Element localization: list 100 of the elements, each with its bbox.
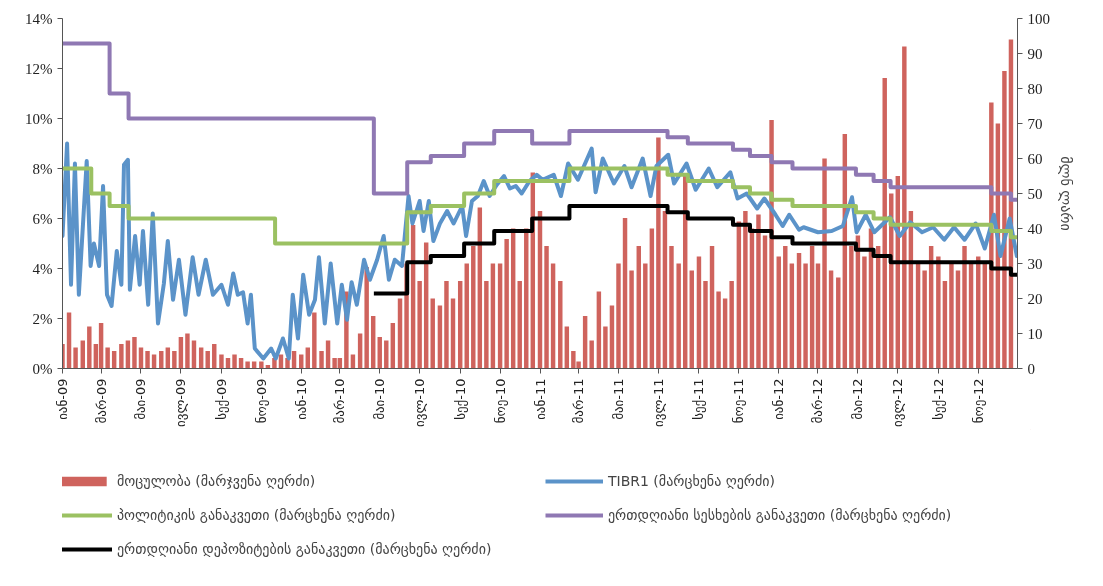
bar — [656, 137, 661, 369]
bar — [703, 281, 708, 369]
x-tick-label: ივლ-12 — [890, 378, 906, 427]
bar — [603, 326, 608, 369]
bar — [319, 351, 324, 369]
bar — [119, 344, 124, 369]
bar — [743, 211, 748, 369]
bar — [716, 291, 721, 369]
y-tick-label: 14% — [25, 10, 53, 27]
bar — [636, 246, 641, 369]
y2-tick-label: 10 — [1027, 325, 1043, 342]
legend-label: ერთდღიანი დეპოზიტების განაკვეთი (მარცხენა ღერძი) — [117, 541, 493, 557]
bar — [232, 354, 237, 369]
x-tick-label: მაი-12 — [850, 378, 866, 420]
x-tick-label: ნოე-10 — [492, 378, 508, 424]
x-tick-label: მარ-12 — [810, 378, 826, 424]
bar — [444, 281, 449, 369]
bar — [862, 256, 867, 369]
bar — [245, 361, 250, 369]
bar — [882, 78, 887, 369]
y2-tick-label: 90 — [1027, 45, 1043, 62]
x-tick-label: მაი-10 — [372, 378, 388, 420]
bar — [417, 281, 422, 369]
y2-tick-label: 20 — [1027, 290, 1043, 307]
x-tick-label: სექ-09 — [213, 378, 229, 420]
x-tick-label: იან-10 — [293, 378, 309, 420]
bar — [205, 351, 210, 369]
bar — [517, 281, 522, 369]
y-tick-label: 12% — [25, 60, 53, 77]
y2-tick-label: 70 — [1027, 115, 1043, 132]
y2-axis-title: მლნ ლარი — [1058, 156, 1074, 231]
x-tick-label: იან-09 — [55, 378, 70, 420]
y2-tick-label: 80 — [1027, 80, 1043, 97]
bar — [616, 263, 621, 369]
x-tick-label: იან-11 — [532, 378, 548, 420]
bar — [312, 312, 317, 369]
bar — [105, 347, 110, 369]
y2-tick-label: 0 — [1027, 360, 1035, 377]
y-tick-label: 6% — [32, 210, 53, 227]
x-tick-label: სექ-10 — [452, 378, 468, 420]
x-tick-label: მაი-09 — [133, 378, 149, 420]
bar — [949, 263, 954, 369]
bar — [676, 263, 681, 369]
y-tick-label: 2% — [32, 310, 53, 327]
x-tick-label: მაი-11 — [610, 378, 626, 420]
x-tick-label: სექ-11 — [691, 378, 707, 420]
y-tick-label: 0% — [32, 360, 53, 377]
x-tick-label: მარ-10 — [332, 378, 348, 424]
bar — [259, 361, 264, 369]
bar — [902, 46, 907, 369]
bar — [803, 263, 808, 369]
y2-tick-label: 40 — [1027, 220, 1043, 237]
x-tick-label: ივლ-09 — [173, 378, 189, 427]
bar — [709, 246, 715, 369]
x-tick-label: მარ-11 — [571, 378, 587, 424]
x-tick-label: ნოე-09 — [253, 378, 269, 424]
bar — [629, 270, 634, 369]
bar — [729, 281, 734, 369]
bar — [783, 246, 788, 369]
x-tick-label: სექ-12 — [930, 378, 946, 420]
x-tick-label: ივლ-11 — [650, 378, 666, 427]
x-tick-label: იან-12 — [771, 378, 787, 420]
y2-tick-label: 100 — [1027, 10, 1050, 27]
bar — [185, 333, 190, 369]
y2-tick-label: 30 — [1027, 255, 1043, 272]
legend-label: პოლიტიკის განაკვეთი (მარცხენა ღერძი) — [117, 507, 397, 523]
y-tick-label: 8% — [32, 160, 53, 177]
bar — [484, 281, 489, 369]
line-series — [62, 141, 1018, 361]
bar — [669, 246, 674, 369]
bar — [622, 218, 628, 369]
bar — [756, 214, 761, 369]
x-tick-label: ივლ-10 — [412, 378, 428, 427]
bar — [936, 256, 941, 369]
x-tick-label: მარ-09 — [93, 378, 109, 424]
bar — [219, 354, 224, 369]
legend-label: მოცულობა (მარჯვენა ღერძი) — [117, 473, 317, 489]
bar — [544, 246, 549, 369]
bar — [132, 337, 137, 369]
x-tick-label: ნოე-11 — [731, 378, 747, 424]
y-tick-label: 4% — [32, 260, 53, 277]
bar — [558, 281, 563, 369]
bar — [822, 158, 827, 369]
x-tick-label: ნოე-12 — [970, 378, 986, 424]
bar — [589, 340, 594, 369]
legend-label: TIBR1 (მარცხენა ღერძი) — [608, 473, 776, 489]
bar — [504, 239, 509, 369]
bar — [172, 351, 177, 369]
bar — [471, 246, 476, 369]
bar — [364, 267, 369, 369]
y2-tick-label: 50 — [1027, 185, 1043, 202]
bar — [922, 270, 927, 369]
bar — [145, 351, 150, 369]
y2-tick-label: 60 — [1027, 150, 1043, 167]
bar — [73, 347, 78, 369]
y-tick-label: 10% — [25, 110, 53, 127]
bar — [809, 246, 815, 369]
bar — [87, 326, 92, 369]
bar — [384, 340, 389, 369]
bar — [849, 246, 854, 369]
